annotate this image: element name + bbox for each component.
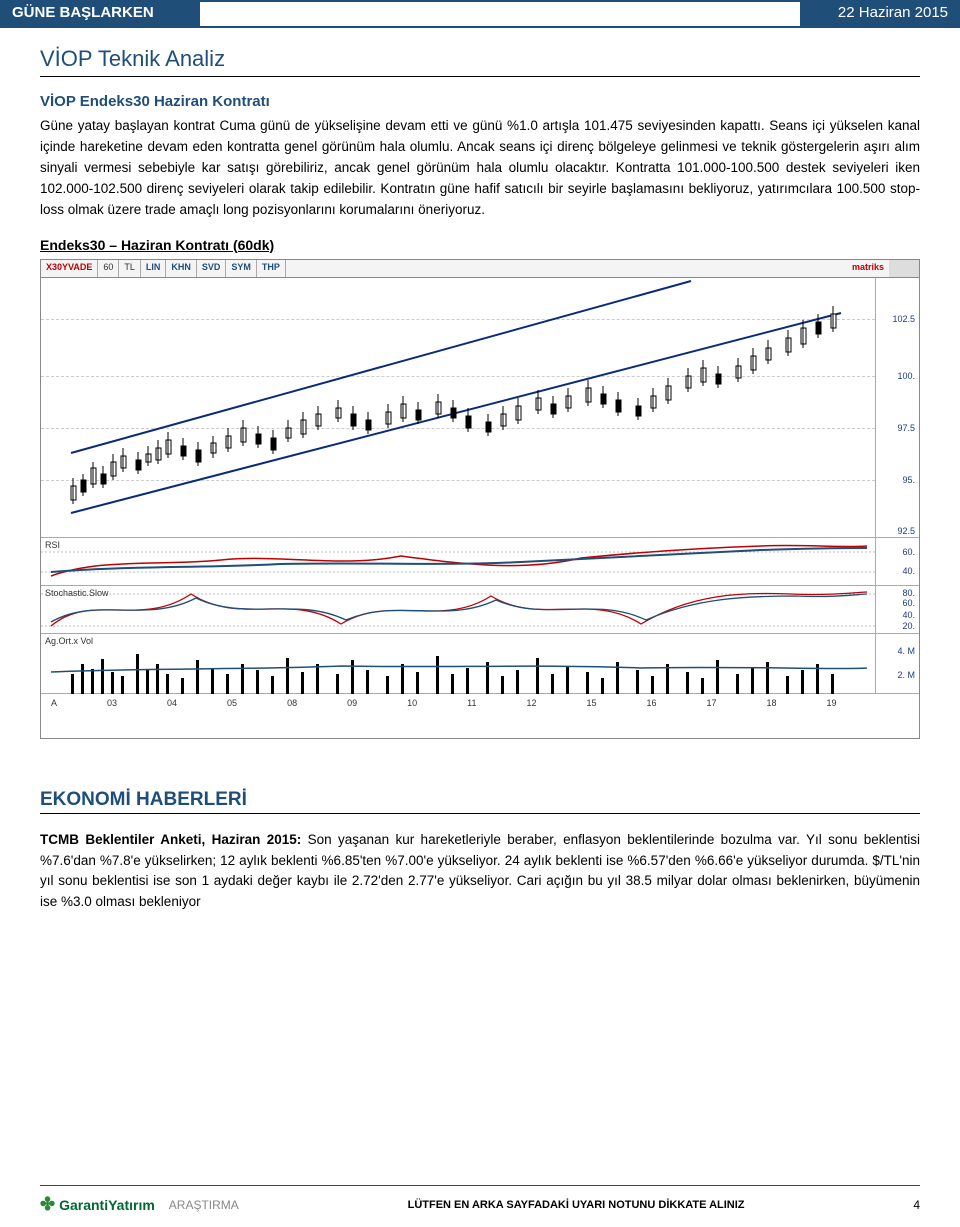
toolbar-thp: THP (257, 260, 286, 277)
ytick: 2. M (897, 670, 915, 680)
footer: ✤ GarantiYatırım ARAŞTIRMA LÜTFEN EN ARK… (40, 1185, 920, 1215)
ytick: 20. (902, 621, 915, 631)
ytick: 60. (902, 598, 915, 608)
chart-toolbar: X30YVADE 60 TL LIN KHN SVD SYM THP matri… (41, 260, 919, 278)
xtick: 12 (526, 698, 536, 708)
header-bar: GÜNE BAŞLARKEN 22 Haziran 2015 (0, 0, 960, 28)
ytick: 4. M (897, 646, 915, 656)
chart-title: Endeks30 – Haziran Kontratı (60dk) (40, 237, 920, 253)
header-date: 22 Haziran 2015 (800, 0, 960, 28)
stoch-svg (41, 586, 877, 634)
xtick: 15 (586, 698, 596, 708)
xtick: 03 (107, 698, 117, 708)
xtick: 04 (167, 698, 177, 708)
vol-label: Ag.Ort.x Vol (45, 636, 93, 646)
content: VİOP Teknik Analiz VİOP Endeks30 Haziran… (0, 28, 960, 913)
xtick: 17 (707, 698, 717, 708)
toolbar-symbol: X30YVADE (41, 260, 98, 277)
ytick: 100. (897, 371, 915, 381)
xtick: 18 (767, 698, 777, 708)
analysis-body: Güne yatay başlayan kontrat Cuma günü de… (40, 116, 920, 221)
footer-left: ✤ GarantiYatırım ARAŞTIRMA (40, 1194, 239, 1215)
stoch-label: Stochastic.Slow (45, 588, 109, 598)
ytick: 95. (902, 475, 915, 485)
section-title-econ: EKONOMİ HABERLERİ (40, 789, 920, 811)
footer-warning: LÜTFEN EN ARKA SAYFADAKİ UYARI NOTUNU Dİ… (408, 1199, 745, 1211)
xtick: 09 (347, 698, 357, 708)
toolbar-lin: LIN (141, 260, 167, 277)
toolbar-tl: TL (119, 260, 141, 277)
stoch-panel: Stochastic.Slow 80. 60. 40. 20. (41, 586, 919, 634)
ytick: 80. (902, 588, 915, 598)
xtick: 11 (467, 698, 476, 708)
rsi-svg (41, 538, 877, 586)
xtick: A (51, 698, 57, 708)
toolbar-svd: SVD (197, 260, 227, 277)
clover-icon: ✤ (40, 1194, 55, 1215)
price-y-axis: 102.5 100. 97.5 95. 92.5 (875, 278, 919, 537)
toolbar-period: 60 (98, 260, 119, 277)
ytick: 102.5 (892, 314, 915, 324)
xtick: 08 (287, 698, 297, 708)
xtick: 19 (827, 698, 837, 708)
rsi-panel: RSI 60. 40. (41, 538, 919, 586)
ytick: 40. (902, 610, 915, 620)
footer-logo: ✤ GarantiYatırım (40, 1194, 155, 1215)
xtick: 16 (646, 698, 656, 708)
chart-price-panel: H 102.5 100. 97.5 95. 92.5 (41, 278, 919, 538)
volume-panel: Ag.Ort.x Vol 4. M 2. M (41, 634, 919, 694)
contract-subtitle: VİOP Endeks30 Haziran Kontratı (40, 93, 920, 110)
section-title-viop: VİOP Teknik Analiz (40, 46, 920, 72)
ytick: 97.5 (897, 423, 915, 433)
econ-lead: TCMB Beklentiler Anketi, Haziran 2015: (40, 832, 301, 847)
toolbar-buttons (889, 260, 919, 277)
vol-y-axis: 4. M 2. M (875, 634, 919, 693)
stoch-y-axis: 80. 60. 40. 20. (875, 586, 919, 633)
footer-sub: ARAŞTIRMA (169, 1198, 239, 1212)
vol-svg (41, 634, 877, 694)
divider (40, 813, 920, 814)
divider (40, 76, 920, 77)
toolbar-brand: matriks (847, 260, 889, 277)
page-number: 4 (913, 1198, 920, 1212)
ytick: 60. (902, 547, 915, 557)
price-svg (41, 278, 877, 538)
econ-body: TCMB Beklentiler Anketi, Haziran 2015: S… (40, 830, 920, 914)
header-left: GÜNE BAŞLARKEN (0, 0, 200, 28)
xtick: 10 (407, 698, 417, 708)
ytick: 40. (902, 566, 915, 576)
logo-text: GarantiYatırım (59, 1197, 155, 1213)
rsi-y-axis: 60. 40. (875, 538, 919, 585)
price-chart: X30YVADE 60 TL LIN KHN SVD SYM THP matri… (40, 259, 920, 739)
xtick: 05 (227, 698, 237, 708)
header-spacer (200, 0, 800, 28)
x-axis: A 03 04 05 08 09 10 11 12 15 16 17 18 19 (41, 694, 919, 712)
ytick: 92.5 (897, 526, 915, 536)
toolbar-khn: KHN (166, 260, 197, 277)
toolbar-sym: SYM (226, 260, 257, 277)
rsi-label: RSI (45, 540, 60, 550)
